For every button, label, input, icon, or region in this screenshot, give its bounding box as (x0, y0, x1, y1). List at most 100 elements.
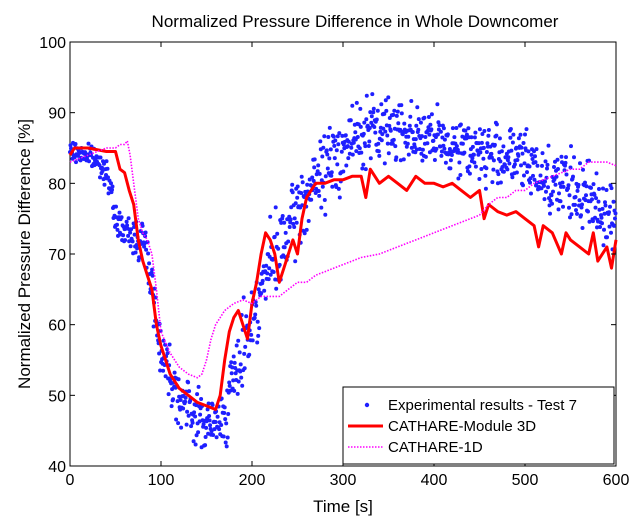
data-point (115, 227, 120, 232)
data-point (572, 155, 576, 160)
data-point (382, 111, 387, 116)
x-tick-label: 600 (603, 472, 630, 489)
data-point (507, 161, 512, 166)
data-point (456, 150, 461, 155)
data-point (264, 263, 269, 268)
data-point (420, 147, 425, 152)
data-point (286, 239, 291, 244)
data-point (257, 326, 262, 331)
data-point (510, 175, 515, 180)
data-point (203, 435, 208, 439)
data-point (350, 152, 355, 157)
data-point (306, 219, 311, 223)
data-point (593, 205, 598, 210)
x-axis-label: Time [s] (313, 497, 373, 516)
data-point (98, 155, 103, 160)
data-point (387, 123, 392, 128)
data-point (326, 135, 331, 139)
data-point (292, 225, 297, 229)
data-point (609, 230, 613, 235)
data-point (290, 190, 295, 195)
data-point (449, 153, 454, 157)
data-point (367, 126, 372, 130)
x-tick-label: 0 (66, 472, 75, 489)
data-point (466, 126, 471, 131)
y-tick-label: 60 (48, 318, 66, 335)
data-point (327, 156, 332, 161)
data-point (288, 217, 293, 222)
data-point (209, 429, 214, 434)
data-point (481, 145, 486, 150)
data-point (266, 277, 271, 282)
data-point (126, 233, 131, 238)
data-point (473, 164, 478, 169)
data-point (432, 158, 437, 162)
data-point (467, 171, 472, 176)
data-point (387, 116, 392, 120)
data-point (346, 139, 351, 144)
data-point (357, 146, 362, 151)
data-point (505, 167, 510, 172)
legend-label-cathare-1d: CATHARE-1D (388, 439, 483, 456)
data-point (388, 128, 393, 133)
data-point (358, 124, 363, 129)
data-point (158, 368, 163, 373)
data-point (272, 234, 277, 239)
data-point (347, 151, 352, 156)
data-point (323, 212, 328, 217)
data-point (345, 144, 350, 149)
data-point (470, 144, 475, 149)
data-point (290, 182, 295, 187)
data-point (324, 148, 329, 153)
data-point (394, 113, 399, 118)
data-point (491, 158, 496, 163)
data-point (211, 433, 216, 437)
data-point (414, 147, 419, 152)
data-point (514, 145, 519, 150)
data-point (542, 197, 547, 202)
y-tick-label: 100 (39, 35, 66, 52)
data-point (196, 384, 201, 389)
data-point (454, 126, 459, 130)
data-point (157, 351, 162, 356)
data-point (454, 144, 459, 149)
data-point (337, 131, 342, 136)
data-point (238, 369, 243, 374)
data-point (477, 177, 482, 181)
data-point (406, 134, 411, 139)
data-point (175, 399, 180, 404)
data-point (144, 247, 149, 252)
data-point (532, 177, 537, 182)
data-point (364, 93, 369, 98)
data-point (566, 186, 570, 191)
data-point (597, 207, 602, 212)
data-point (481, 156, 486, 161)
x-tick-label: 200 (239, 472, 266, 489)
data-point (431, 138, 436, 143)
data-point (193, 442, 198, 447)
data-point (450, 126, 455, 131)
data-point (222, 411, 227, 415)
data-point (526, 149, 531, 154)
data-point (483, 186, 488, 191)
data-point (161, 368, 166, 373)
data-point (300, 180, 305, 185)
data-point (467, 164, 472, 169)
data-point (317, 171, 322, 176)
data-point (319, 205, 324, 210)
data-point (456, 176, 461, 181)
data-point (346, 156, 351, 161)
data-point (219, 423, 224, 427)
data-point (498, 180, 503, 185)
data-point (448, 158, 453, 163)
data-point (275, 231, 280, 236)
data-point (602, 227, 606, 232)
data-point (256, 333, 261, 338)
data-point (323, 174, 328, 179)
data-point (263, 296, 268, 301)
data-point (425, 141, 430, 146)
data-point (204, 425, 209, 430)
data-point (299, 191, 304, 195)
data-point (510, 140, 515, 145)
data-point (256, 287, 261, 292)
